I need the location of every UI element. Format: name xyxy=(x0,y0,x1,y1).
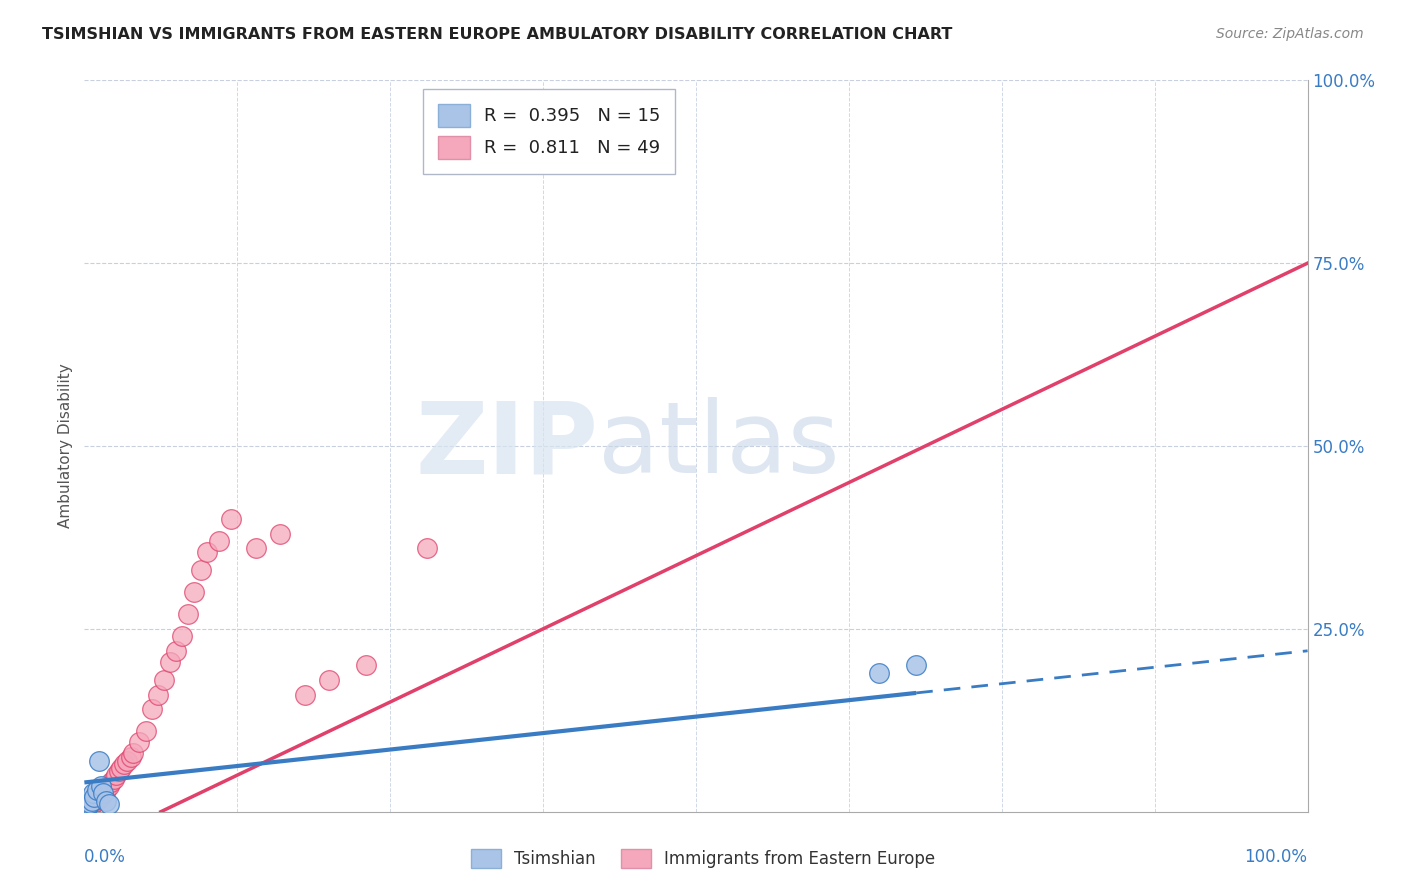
Point xyxy=(165,644,187,658)
Point xyxy=(76,801,98,815)
Text: ZIP: ZIP xyxy=(415,398,598,494)
Point xyxy=(75,801,97,815)
Y-axis label: Ambulatory Disability: Ambulatory Disability xyxy=(58,364,73,528)
Point xyxy=(245,541,267,556)
Point xyxy=(77,798,100,813)
Point xyxy=(112,757,135,772)
Point xyxy=(80,794,103,808)
Point xyxy=(93,787,115,801)
Point xyxy=(77,797,100,812)
Point xyxy=(83,790,105,805)
Point xyxy=(146,688,169,702)
Point xyxy=(94,784,117,798)
Legend: R =  0.395   N = 15, R =  0.811   N = 49: R = 0.395 N = 15, R = 0.811 N = 49 xyxy=(423,89,675,174)
Point xyxy=(105,768,128,782)
Point xyxy=(177,607,200,622)
Point xyxy=(120,749,142,764)
Point xyxy=(82,796,104,810)
Point xyxy=(73,803,96,817)
Point xyxy=(91,787,114,801)
Point xyxy=(97,797,120,812)
Point xyxy=(97,779,120,793)
Point xyxy=(122,746,145,760)
Point xyxy=(905,658,928,673)
Point xyxy=(80,797,103,812)
Point xyxy=(77,798,100,813)
Point xyxy=(208,534,231,549)
Point xyxy=(318,673,340,687)
Text: TSIMSHIAN VS IMMIGRANTS FROM EASTERN EUROPE AMBULATORY DISABILITY CORRELATION CH: TSIMSHIAN VS IMMIGRANTS FROM EASTERN EUR… xyxy=(42,27,952,42)
Point xyxy=(269,526,291,541)
Point xyxy=(100,775,122,789)
Text: 100.0%: 100.0% xyxy=(1244,848,1308,866)
Point xyxy=(90,779,112,793)
Point xyxy=(219,512,242,526)
Legend: Tsimshian, Immigrants from Eastern Europe: Tsimshian, Immigrants from Eastern Europ… xyxy=(464,842,942,875)
Point xyxy=(354,658,377,673)
Point xyxy=(86,794,108,808)
Point xyxy=(190,563,212,577)
Point xyxy=(110,761,132,775)
Point xyxy=(107,764,129,779)
Point xyxy=(96,782,118,797)
Point xyxy=(86,782,108,797)
Point xyxy=(103,772,125,786)
Point xyxy=(91,787,114,801)
Point xyxy=(172,629,194,643)
Point xyxy=(79,796,101,810)
Point xyxy=(90,789,112,803)
Point xyxy=(82,787,104,801)
Point xyxy=(96,794,118,808)
Point xyxy=(77,798,100,813)
Point xyxy=(89,790,111,805)
Point xyxy=(87,791,110,805)
Point xyxy=(294,688,316,702)
Point xyxy=(195,545,218,559)
Point xyxy=(84,794,107,808)
Point xyxy=(183,585,205,599)
Point xyxy=(416,541,439,556)
Point xyxy=(115,754,138,768)
Point xyxy=(128,735,150,749)
Point xyxy=(153,673,176,687)
Point xyxy=(87,754,110,768)
Point xyxy=(73,801,96,815)
Point xyxy=(159,655,181,669)
Point xyxy=(79,797,101,812)
Point xyxy=(141,702,163,716)
Point xyxy=(869,665,891,680)
Point xyxy=(135,724,157,739)
Text: atlas: atlas xyxy=(598,398,839,494)
Text: 0.0%: 0.0% xyxy=(84,848,127,866)
Text: Source: ZipAtlas.com: Source: ZipAtlas.com xyxy=(1216,27,1364,41)
Point xyxy=(83,796,105,810)
Point xyxy=(87,791,110,805)
